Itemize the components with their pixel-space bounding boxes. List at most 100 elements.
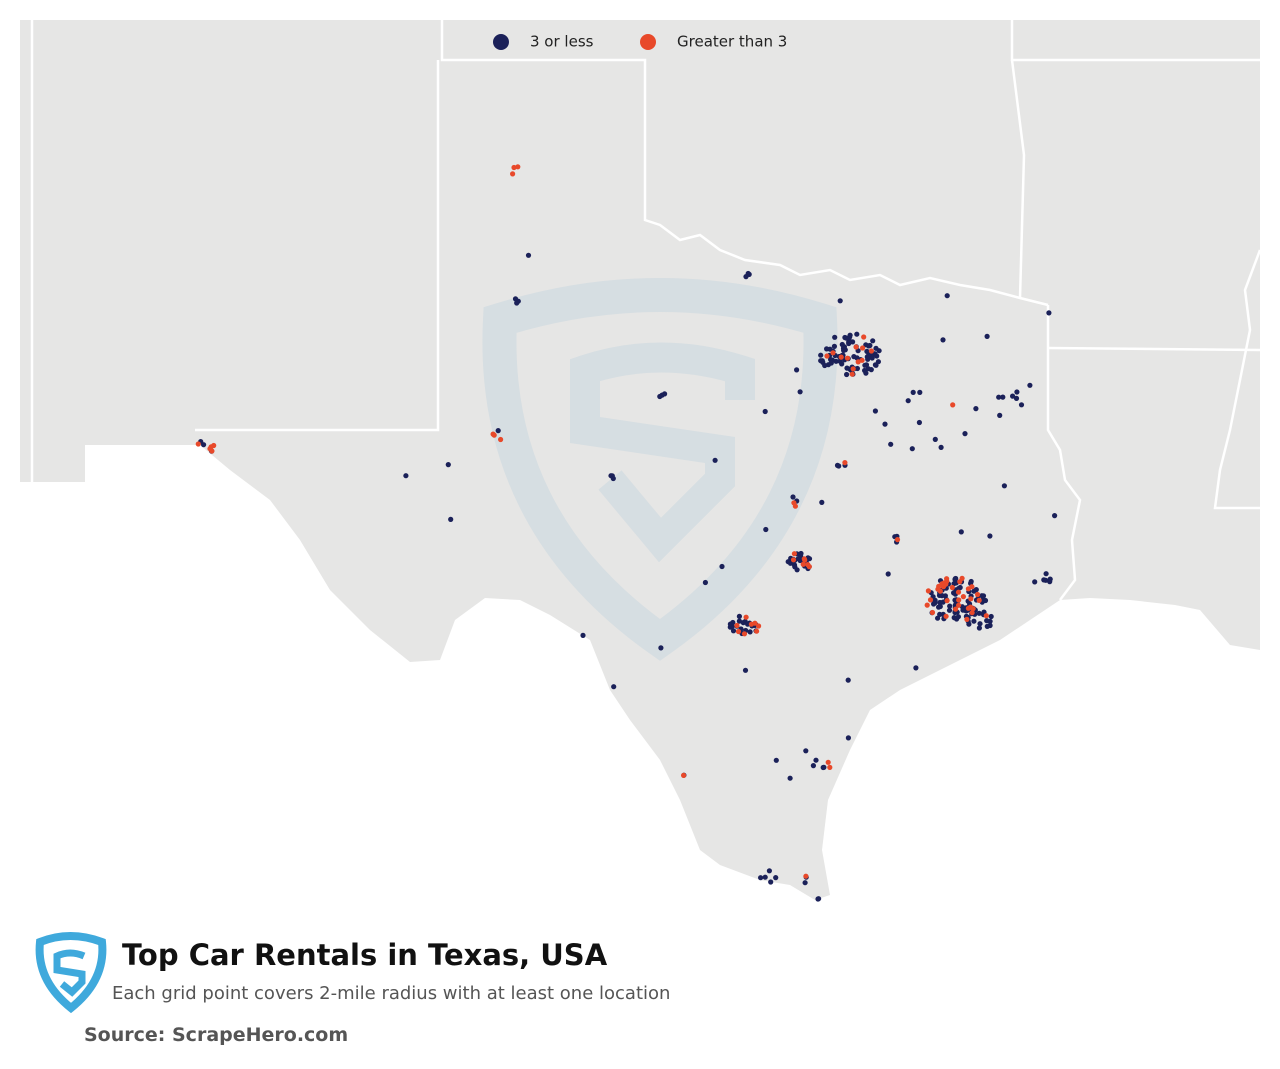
location-dot xyxy=(805,562,811,568)
location-dot xyxy=(773,875,779,881)
legend-label: 3 or less xyxy=(530,33,594,51)
location-dot xyxy=(936,592,943,599)
location-dot xyxy=(1041,577,1047,583)
location-dot xyxy=(207,446,213,452)
location-dot xyxy=(610,475,616,482)
location-dot xyxy=(818,352,824,358)
location-dot xyxy=(822,362,828,369)
location-dot xyxy=(976,597,982,604)
location-dot xyxy=(819,499,825,505)
location-dot xyxy=(790,494,796,500)
location-dot xyxy=(870,338,876,344)
location-dot xyxy=(195,441,201,447)
location-dot xyxy=(984,333,990,339)
location-dot xyxy=(960,607,966,613)
location-dot xyxy=(824,353,830,359)
location-dot xyxy=(910,389,916,395)
location-dot xyxy=(952,576,958,582)
location-dot xyxy=(832,334,838,340)
location-dot xyxy=(843,335,849,341)
location-dot xyxy=(956,585,962,592)
location-dot xyxy=(1013,395,1020,401)
location-dot xyxy=(959,575,965,581)
location-dot xyxy=(1043,571,1049,577)
location-dot xyxy=(1001,483,1008,489)
location-dot xyxy=(971,588,977,594)
location-dot xyxy=(932,436,938,442)
location-dot xyxy=(861,334,867,340)
location-dot xyxy=(754,628,760,634)
location-dot xyxy=(800,561,806,567)
location-dot xyxy=(929,609,936,616)
location-dot xyxy=(943,581,949,587)
location-dot xyxy=(837,298,843,304)
location-dot xyxy=(863,370,869,376)
location-dot xyxy=(830,350,836,356)
location-dot xyxy=(736,613,743,620)
location-dot xyxy=(968,596,974,602)
subtitle: Each grid point covers 2-mile radius wit… xyxy=(112,983,671,1004)
location-dot xyxy=(965,605,972,611)
location-dot xyxy=(815,896,821,902)
location-dot xyxy=(773,757,779,763)
location-dot xyxy=(854,331,860,337)
location-dot xyxy=(797,389,803,395)
location-dot xyxy=(984,623,990,630)
location-dot xyxy=(1046,310,1052,316)
location-dot xyxy=(937,611,943,618)
location-dot xyxy=(752,620,758,626)
location-dot xyxy=(937,599,943,606)
location-dot xyxy=(936,583,942,589)
location-dot xyxy=(798,550,804,557)
land xyxy=(20,20,1260,900)
location-dot xyxy=(847,332,853,338)
location-dot xyxy=(841,344,848,350)
location-dot xyxy=(403,473,409,479)
location-dot xyxy=(958,529,964,535)
location-dot xyxy=(913,665,919,671)
location-dot xyxy=(859,357,865,363)
location-dot xyxy=(794,367,800,373)
location-dot xyxy=(1047,579,1053,585)
location-dot xyxy=(448,516,454,523)
location-dot xyxy=(740,620,746,626)
location-dot xyxy=(924,602,930,608)
location-dot xyxy=(803,748,809,754)
location-dot xyxy=(1018,402,1025,408)
location-dot xyxy=(515,164,521,170)
location-dot xyxy=(975,591,981,598)
location-dot xyxy=(984,618,990,624)
location-dot xyxy=(810,763,817,769)
location-dot xyxy=(512,296,519,302)
location-dot xyxy=(944,293,950,299)
location-dot xyxy=(988,613,994,620)
location-dot xyxy=(996,394,1002,400)
location-dot xyxy=(956,602,962,608)
location-dot xyxy=(865,366,871,372)
location-dot xyxy=(719,563,725,570)
location-dot xyxy=(813,757,819,763)
location-dot xyxy=(976,625,983,631)
source: Source: ScrapeHero.com xyxy=(84,1024,349,1046)
location-dot xyxy=(762,408,768,415)
location-dot xyxy=(681,772,687,779)
location-dot xyxy=(802,557,808,563)
location-dot xyxy=(736,618,743,624)
legend-label: Greater than 3 xyxy=(677,33,787,51)
location-dot xyxy=(1032,579,1038,585)
location-dot xyxy=(766,868,773,874)
location-dot xyxy=(970,606,976,612)
location-dot xyxy=(1027,382,1033,388)
location-dot xyxy=(849,371,855,377)
location-dot xyxy=(1052,513,1058,519)
logo xyxy=(35,932,107,1014)
location-dot xyxy=(495,428,501,434)
location-dot xyxy=(842,460,848,466)
state-borders xyxy=(30,20,1262,601)
location-dot xyxy=(743,614,749,620)
location-dot xyxy=(803,873,809,879)
location-dot xyxy=(953,606,959,612)
location-dot xyxy=(888,441,894,447)
location-dot xyxy=(873,345,879,351)
